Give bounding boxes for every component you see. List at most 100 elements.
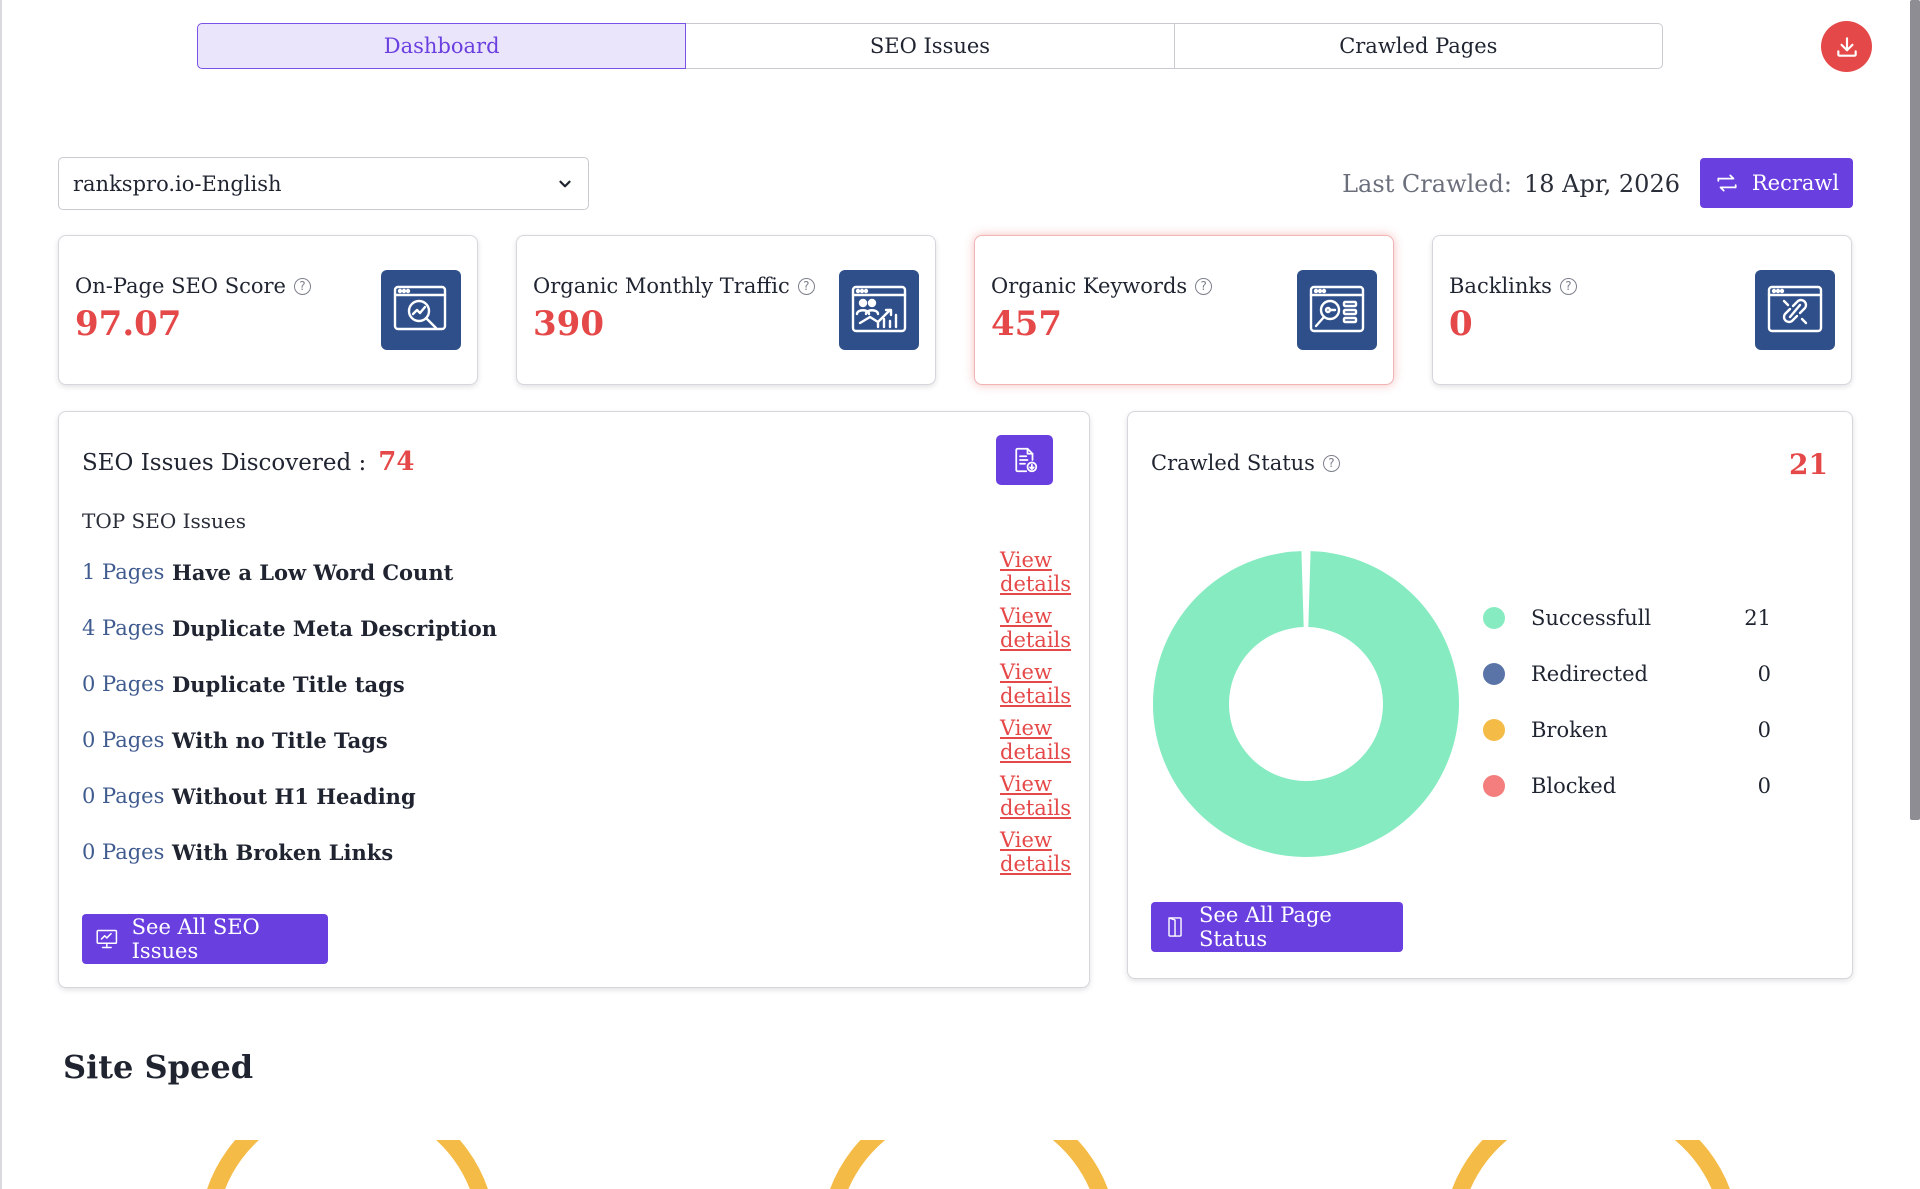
report-download-icon [1014, 447, 1037, 473]
legend-label: Successfull [1531, 606, 1652, 630]
legend-count: 21 [1744, 606, 1771, 630]
stat-title-text: Organic Keywords [991, 274, 1188, 298]
crawled-status-donut-chart [1153, 551, 1459, 857]
help-icon[interactable]: ? [1559, 277, 1577, 295]
left-border [0, 0, 2, 1189]
recrawl-button[interactable]: Recrawl [1700, 158, 1853, 208]
stat-card-seo-score: On-Page SEO Score? 97.07 [58, 235, 478, 385]
issue-row: 1 Pages Have a Low Word Count View detai… [82, 548, 1082, 596]
crawled-status-title: Crawled Status [1151, 451, 1315, 475]
stat-title: Organic Monthly Traffic? [533, 274, 815, 298]
seo-issues-title: SEO Issues Discovered : [82, 450, 367, 476]
view-details-link[interactable]: View details [1000, 828, 1072, 876]
speed-gauge-arc [830, 1140, 1108, 1189]
legend-count: 0 [1757, 718, 1771, 742]
legend-item-broken: Broken 0 [1483, 702, 1773, 758]
last-crawled-label: Last Crawled: [1342, 170, 1512, 198]
site-speed-gauges [207, 1140, 1730, 1189]
legend-item-redirected: Redirected 0 [1483, 646, 1773, 702]
legend-item-successfull: Successfull 21 [1483, 590, 1773, 646]
stat-card-keywords: Organic Keywords? 457 [974, 235, 1394, 385]
site-speed-title: Site Speed [63, 1048, 254, 1086]
crawled-status-panel: Crawled Status ? 21 Successfull 21 Redir… [1127, 411, 1853, 979]
traffic-icon [839, 270, 919, 350]
see-all-seo-issues-label: See All SEO Issues [131, 915, 260, 963]
stat-value: 97.07 [75, 304, 182, 344]
chevron-down-icon [559, 180, 571, 187]
tab-dashboard[interactable]: Dashboard [197, 23, 687, 69]
legend-label: Broken [1531, 718, 1608, 742]
view-details-link[interactable]: View details [1000, 604, 1072, 652]
stat-title: Organic Keywords? [991, 274, 1213, 298]
issue-text: Without H1 Heading [172, 783, 416, 809]
download-button[interactable] [1821, 21, 1872, 72]
issue-row: 0 Pages With Broken Links View details [82, 828, 1082, 876]
keywords-icon [1297, 270, 1377, 350]
help-icon[interactable]: ? [293, 277, 311, 295]
seo-issues-count: 74 [378, 447, 415, 477]
crawled-status-legend: Successfull 21 Redirected 0 Broken 0 Blo… [1483, 590, 1773, 814]
stat-value: 0 [1449, 304, 1473, 344]
help-icon[interactable]: ? [1322, 454, 1340, 472]
stat-title-text: On-Page SEO Score [75, 274, 286, 298]
legend-label: Blocked [1531, 774, 1617, 798]
speed-gauge-arc [1452, 1140, 1730, 1189]
monitor-icon [96, 929, 118, 949]
see-all-page-status-button[interactable]: See All Page Status [1151, 902, 1403, 952]
legend-dot [1483, 775, 1505, 797]
help-icon[interactable]: ? [797, 277, 815, 295]
top-seo-issues-label: TOP SEO Issues [82, 509, 247, 533]
seo-issues-heading: SEO Issues Discovered : 74 [82, 447, 414, 477]
crawled-status-heading: Crawled Status ? [1151, 451, 1340, 475]
recrawl-icon [1717, 174, 1737, 192]
view-details-link[interactable]: View details [1000, 548, 1072, 596]
see-all-seo-issues-button[interactable]: See All SEO Issues [82, 914, 328, 964]
issue-text: With no Title Tags [172, 727, 388, 753]
download-icon [1836, 36, 1857, 57]
download-report-button[interactable] [996, 435, 1053, 485]
scrollbar-thumb[interactable] [1910, 0, 1920, 820]
issue-pages-count: 0 Pages [82, 784, 165, 808]
legend-label: Redirected [1531, 662, 1648, 686]
stat-title: On-Page SEO Score? [75, 274, 311, 298]
issue-pages-count: 0 Pages [82, 672, 165, 696]
view-details-link[interactable]: View details [1000, 660, 1072, 708]
stat-card-traffic: Organic Monthly Traffic? 390 [516, 235, 936, 385]
issue-row: 0 Pages With no Title Tags View details [82, 716, 1082, 764]
issue-row: 0 Pages Duplicate Title tags View detail… [82, 660, 1082, 708]
tab-seo-issues[interactable]: SEO Issues [686, 23, 1175, 69]
stat-value: 390 [533, 304, 604, 344]
speed-gauge-arc [207, 1140, 488, 1189]
issue-row: 4 Pages Duplicate Meta Description View … [82, 604, 1082, 652]
legend-dot [1483, 719, 1505, 741]
stat-value: 457 [991, 304, 1062, 344]
stat-title: Backlinks? [1449, 274, 1577, 298]
issue-pages-count: 4 Pages [82, 616, 165, 640]
seo-issues-panel: SEO Issues Discovered : 74 TOP SEO Issue… [58, 411, 1090, 988]
issue-text: Duplicate Title tags [172, 671, 405, 697]
donut-slice-successfull[interactable] [1153, 551, 1459, 857]
view-details-link[interactable]: View details [1000, 772, 1072, 820]
recrawl-label: Recrawl [1751, 171, 1840, 195]
stat-title-text: Organic Monthly Traffic [533, 274, 790, 298]
project-select[interactable]: rankspro.io-English [58, 157, 589, 210]
issue-text: With Broken Links [172, 839, 394, 865]
seo-score-icon [381, 270, 461, 350]
legend-item-blocked: Blocked 0 [1483, 758, 1773, 814]
tab-bar: Dashboard SEO Issues Crawled Pages [197, 23, 1663, 69]
see-all-page-status-label: See All Page Status [1199, 903, 1332, 951]
stat-title-text: Backlinks [1449, 274, 1552, 298]
tab-crawled-pages[interactable]: Crawled Pages [1174, 23, 1663, 69]
help-icon[interactable]: ? [1195, 277, 1213, 295]
stat-card-backlinks: Backlinks? 0 [1432, 235, 1852, 385]
crawled-status-total: 21 [1789, 448, 1828, 481]
legend-dot [1483, 607, 1505, 629]
issue-row: 0 Pages Without H1 Heading View details [82, 772, 1082, 820]
issue-text: Duplicate Meta Description [172, 615, 497, 641]
legend-dot [1483, 663, 1505, 685]
issue-pages-count: 0 Pages [82, 840, 165, 864]
view-details-link[interactable]: View details [1000, 716, 1072, 764]
legend-count: 0 [1757, 662, 1771, 686]
legend-count: 0 [1757, 774, 1771, 798]
backlinks-icon [1755, 270, 1835, 350]
